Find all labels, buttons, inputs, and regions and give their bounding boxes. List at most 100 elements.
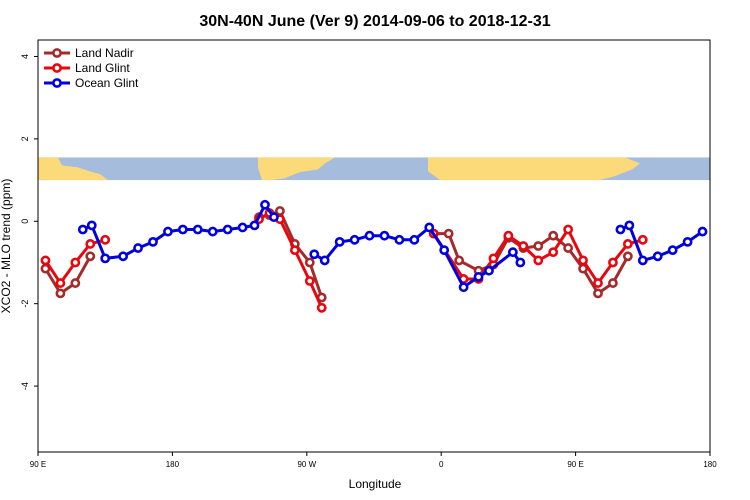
series-land-nadir bbox=[40, 206, 633, 303]
data-point-1-0-0 bbox=[40, 255, 51, 266]
data-point-1-1-3 bbox=[289, 245, 300, 256]
plot-frame bbox=[37, 39, 711, 453]
data-point-1-0-3 bbox=[85, 239, 96, 249]
data-point-2-0-10 bbox=[222, 224, 233, 235]
data-point-2-2-6 bbox=[697, 226, 708, 237]
legend-label-2: Ocean Glint bbox=[75, 76, 139, 90]
data-point-0-2-12 bbox=[608, 278, 618, 288]
x-tick-label-0: 90 E bbox=[30, 460, 46, 469]
data-point-0-2-11 bbox=[593, 288, 603, 299]
data-point-1-2-5 bbox=[518, 241, 529, 251]
data-point-2-1-2 bbox=[334, 236, 345, 247]
data-point-2-1-7 bbox=[409, 234, 420, 245]
data-point-1-2-11 bbox=[608, 257, 618, 268]
data-point-2-0-2 bbox=[100, 253, 111, 264]
data-point-0-2-7 bbox=[533, 241, 544, 251]
series-line-0-0 bbox=[44, 255, 92, 295]
data-point-2-2-3 bbox=[652, 251, 663, 262]
y-tick-label-0: 4 bbox=[20, 54, 30, 59]
series-line-2-0 bbox=[82, 203, 276, 260]
data-point-2-1-5 bbox=[379, 230, 390, 241]
data-point-0-2-2 bbox=[454, 255, 465, 266]
data-point-2-2-0 bbox=[615, 224, 626, 235]
data-point-2-1-11 bbox=[473, 271, 484, 282]
x-tick-label-5: 180 bbox=[703, 460, 717, 469]
x-tick-label-2: 90 W bbox=[297, 460, 316, 469]
legend-marker-1 bbox=[52, 63, 62, 73]
data-point-2-0-5 bbox=[148, 236, 158, 247]
legend-marker-0 bbox=[52, 48, 62, 58]
y-tick-label-4: -4 bbox=[20, 382, 30, 390]
data-point-1-0-4 bbox=[100, 234, 111, 245]
data-point-1-1-5 bbox=[316, 302, 327, 313]
data-point-1-2-7 bbox=[548, 247, 559, 258]
data-point-0-0-1 bbox=[55, 288, 66, 299]
x-axis-label: Longitude bbox=[349, 477, 402, 491]
data-point-1-2-9 bbox=[578, 255, 588, 266]
data-point-2-0-7 bbox=[177, 224, 188, 235]
series-layer bbox=[40, 199, 708, 313]
map-strip bbox=[38, 157, 710, 181]
data-point-2-0-4 bbox=[133, 243, 143, 253]
data-point-2-0-13 bbox=[260, 199, 270, 210]
data-point-0-2-13 bbox=[622, 251, 633, 262]
data-point-2-0-11 bbox=[237, 222, 248, 233]
map-land-2 bbox=[428, 157, 640, 181]
data-point-0-2-8 bbox=[548, 230, 559, 241]
data-point-0-1-2 bbox=[275, 206, 285, 216]
data-point-2-0-3 bbox=[118, 251, 129, 262]
legend-label-0: Land Nadir bbox=[75, 46, 134, 60]
data-point-0-1-4 bbox=[304, 257, 315, 268]
data-point-0-2-9 bbox=[563, 243, 574, 253]
data-point-2-0-14 bbox=[269, 212, 279, 223]
series-land-glint bbox=[40, 208, 648, 313]
data-point-2-2-2 bbox=[637, 255, 648, 266]
data-point-2-0-6 bbox=[163, 226, 173, 237]
data-point-1-2-10 bbox=[593, 278, 603, 288]
data-point-2-1-8 bbox=[424, 222, 435, 233]
data-point-2-1-9 bbox=[439, 245, 450, 256]
series-ocean-glint bbox=[77, 199, 708, 293]
legend-label-1: Land Glint bbox=[75, 61, 130, 75]
data-point-1-2-12 bbox=[622, 239, 633, 249]
legend-marker-2 bbox=[52, 78, 62, 88]
data-point-1-2-3 bbox=[488, 253, 499, 264]
chart-title: 30N-40N June (Ver 9) 2014-09-06 to 2018-… bbox=[199, 13, 550, 30]
y-axis-label: XCO2 - MLO trend (ppm) bbox=[0, 179, 13, 314]
map-land-0 bbox=[38, 157, 108, 181]
x-tick-label-1: 180 bbox=[166, 460, 180, 469]
data-point-2-1-4 bbox=[364, 230, 375, 241]
data-point-2-2-5 bbox=[682, 236, 693, 247]
data-point-2-0-12 bbox=[249, 220, 260, 231]
data-point-2-1-1 bbox=[319, 255, 330, 266]
data-point-1-0-1 bbox=[55, 278, 66, 288]
data-point-2-1-0 bbox=[309, 249, 320, 260]
data-point-1-2-6 bbox=[533, 255, 544, 266]
data-point-0-0-3 bbox=[85, 251, 96, 262]
data-point-2-1-14 bbox=[515, 257, 526, 268]
y-tick-label-3: -2 bbox=[20, 300, 30, 308]
y-axis: 4 2 0 -2 -4 bbox=[20, 54, 38, 390]
data-point-2-2-1 bbox=[624, 220, 635, 231]
map-land-1 bbox=[258, 157, 335, 181]
x-tick-label-4: 90 E bbox=[567, 460, 583, 469]
y-tick-label-2: 0 bbox=[20, 219, 30, 224]
data-point-2-1-3 bbox=[349, 234, 360, 245]
y-tick-label-1: 2 bbox=[20, 136, 30, 141]
data-point-2-1-13 bbox=[507, 247, 518, 258]
x-axis: 90 E 180 90 W 0 90 E 180 bbox=[30, 452, 717, 469]
x-tick-label-3: 0 bbox=[439, 460, 444, 469]
data-point-1-2-8 bbox=[563, 224, 574, 235]
data-point-2-0-9 bbox=[207, 226, 218, 237]
data-point-0-0-2 bbox=[70, 278, 81, 288]
data-point-2-1-12 bbox=[484, 265, 494, 276]
data-point-1-0-2 bbox=[70, 257, 81, 268]
data-point-2-0-0 bbox=[77, 224, 88, 235]
data-point-2-2-4 bbox=[667, 245, 678, 256]
data-point-2-1-6 bbox=[394, 234, 405, 245]
data-point-1-2-13 bbox=[637, 234, 648, 245]
data-point-1-2-4 bbox=[503, 230, 514, 241]
data-point-2-0-8 bbox=[192, 224, 203, 235]
